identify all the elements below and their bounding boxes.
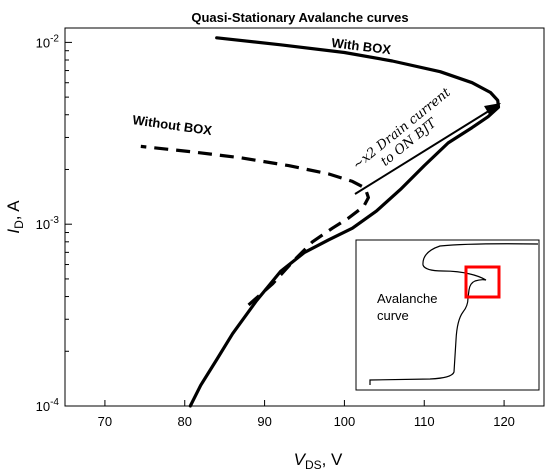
annotation-line-1: ~x2 Drain current bbox=[350, 85, 454, 173]
inset-curve bbox=[369, 243, 539, 385]
x-tick-label: 110 bbox=[414, 414, 435, 429]
x-tick-label: 80 bbox=[178, 414, 192, 429]
y-axis-label: ID, A bbox=[4, 200, 26, 234]
series-with-box-line bbox=[188, 36, 501, 408]
annotation-arrow-shaft bbox=[354, 108, 493, 195]
x-tick-label: 70 bbox=[98, 414, 112, 429]
x-axis-label-var: V bbox=[294, 450, 307, 469]
x-axis-label: VDS, V bbox=[294, 450, 343, 472]
y-tick-label: 10-3 bbox=[36, 215, 60, 232]
annotation-arrow-head bbox=[484, 103, 501, 116]
y-axis-label-var: I bbox=[4, 229, 23, 234]
series-without-box-line bbox=[140, 144, 370, 307]
x-tick-label: 100 bbox=[334, 414, 356, 429]
chart-title: Quasi-Stationary Avalanche curves bbox=[191, 10, 408, 25]
annotation-text: ~x2 Drain current to ON BJT bbox=[350, 85, 454, 173]
inset-label-line-1: Avalanche bbox=[377, 291, 437, 306]
without-box-label: Without BOX bbox=[132, 112, 214, 138]
x-axis: 70 80 90 100 110 120 bbox=[98, 400, 515, 429]
x-tick-label: 90 bbox=[257, 414, 271, 429]
y-axis: 10-4 10-3 10-2 bbox=[36, 33, 72, 414]
x-axis-label-sub: DS bbox=[305, 458, 322, 472]
x-tick-label: 120 bbox=[493, 414, 515, 429]
y-axis-label-sub: D bbox=[12, 220, 26, 229]
y-tick-label: 10-4 bbox=[36, 397, 60, 414]
with-box-label: With BOX bbox=[331, 35, 393, 57]
inset-label-line-2: curve bbox=[377, 308, 409, 323]
inset-frame bbox=[355, 239, 540, 391]
y-tick-label: 10-2 bbox=[36, 33, 60, 50]
plot-frame bbox=[64, 27, 545, 407]
y-axis-label-unit: , A bbox=[4, 200, 23, 221]
inset-highlight-box bbox=[464, 265, 501, 299]
inset: Avalanche curve bbox=[355, 239, 540, 391]
x-axis-label-unit: , V bbox=[322, 450, 343, 469]
